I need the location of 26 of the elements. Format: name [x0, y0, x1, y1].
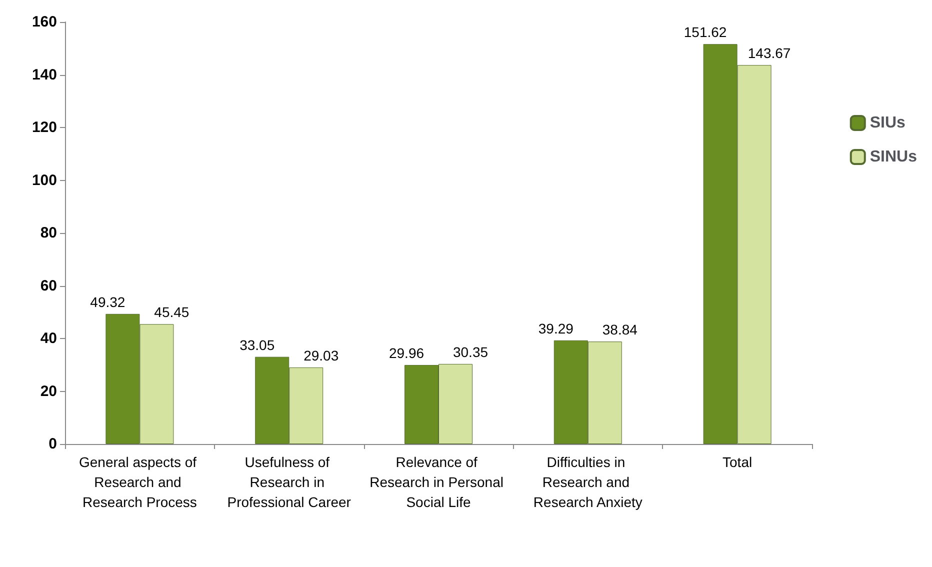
data-label: 151.62 [684, 24, 727, 40]
y-tick-label: 140 [32, 66, 57, 84]
x-tick-label: Difficulties in Research and Research Anxiety [533, 454, 642, 510]
x-tick-label: Relevance of Research in Personal Social Life [370, 454, 508, 510]
data-label: 30.35 [452, 344, 488, 360]
data-label: 33.05 [240, 336, 275, 353]
x-tick-label: General aspects of Research and Research Process [78, 454, 200, 510]
data-label: 38.84 [602, 322, 638, 338]
legend-label: SINUs [870, 148, 918, 166]
y-tick-label: 60 [40, 277, 57, 294]
data-label: 45.45 [154, 304, 190, 320]
data-label: 29.96 [388, 344, 424, 361]
y-tick-label: 0 [48, 436, 57, 452]
x-tick-label: Usefulness of Research in Professional Career [227, 454, 352, 510]
y-tick-label: 160 [32, 14, 57, 30]
y-tick-label: 40 [40, 330, 57, 347]
data-label: 29.03 [304, 347, 339, 364]
y-tick-label: 120 [32, 119, 57, 136]
data-label: 49.32 [90, 294, 126, 310]
data-label: 143.67 [748, 45, 791, 62]
x-tick-label: Total [722, 454, 752, 470]
legend-label: SIUs [870, 114, 906, 132]
y-tick-label: 100 [32, 172, 57, 189]
y-tick-label: 80 [40, 224, 57, 242]
data-label: 39.29 [538, 320, 574, 336]
y-tick-label: 20 [40, 382, 57, 400]
